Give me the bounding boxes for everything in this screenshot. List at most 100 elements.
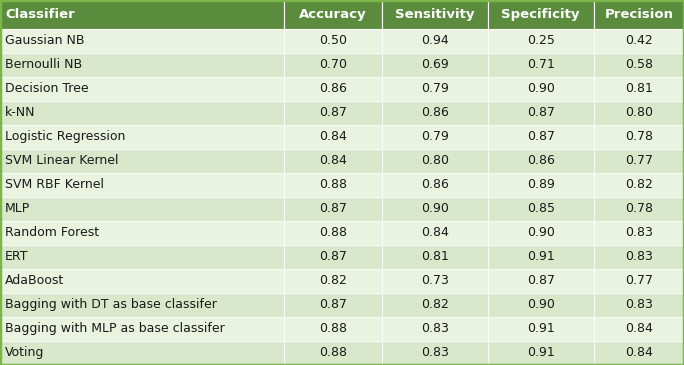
Text: k-NN: k-NN [5, 106, 36, 119]
Text: 0.70: 0.70 [319, 58, 347, 71]
FancyBboxPatch shape [0, 341, 284, 365]
FancyBboxPatch shape [488, 245, 594, 269]
Text: 0.87: 0.87 [319, 106, 347, 119]
Text: Bernoulli NB: Bernoulli NB [5, 58, 82, 71]
Text: 0.87: 0.87 [319, 250, 347, 263]
FancyBboxPatch shape [284, 124, 382, 149]
Text: 0.78: 0.78 [625, 130, 653, 143]
FancyBboxPatch shape [284, 77, 382, 101]
FancyBboxPatch shape [284, 317, 382, 341]
FancyBboxPatch shape [284, 53, 382, 77]
FancyBboxPatch shape [594, 173, 684, 197]
FancyBboxPatch shape [284, 101, 382, 124]
Text: 0.85: 0.85 [527, 202, 555, 215]
Text: MLP: MLP [5, 202, 30, 215]
FancyBboxPatch shape [594, 221, 684, 245]
Text: 0.81: 0.81 [421, 250, 449, 263]
FancyBboxPatch shape [284, 341, 382, 365]
Text: 0.83: 0.83 [421, 346, 449, 360]
FancyBboxPatch shape [0, 197, 284, 221]
Text: SVM Linear Kernel: SVM Linear Kernel [5, 154, 118, 167]
FancyBboxPatch shape [488, 124, 594, 149]
Text: Precision: Precision [605, 8, 673, 21]
Text: 0.88: 0.88 [319, 226, 347, 239]
Text: 0.88: 0.88 [319, 346, 347, 360]
FancyBboxPatch shape [488, 197, 594, 221]
Text: 0.82: 0.82 [319, 274, 347, 287]
FancyBboxPatch shape [382, 221, 488, 245]
FancyBboxPatch shape [382, 293, 488, 317]
FancyBboxPatch shape [488, 28, 594, 53]
Text: 0.90: 0.90 [527, 226, 555, 239]
FancyBboxPatch shape [0, 77, 284, 101]
FancyBboxPatch shape [488, 0, 594, 28]
Text: 0.91: 0.91 [527, 322, 555, 335]
Text: 0.91: 0.91 [527, 346, 555, 360]
Text: SVM RBF Kernel: SVM RBF Kernel [5, 178, 104, 191]
Text: 0.86: 0.86 [527, 154, 555, 167]
Text: 0.89: 0.89 [527, 178, 555, 191]
Text: Sensitivity: Sensitivity [395, 8, 475, 21]
Text: 0.73: 0.73 [421, 274, 449, 287]
Text: Gaussian NB: Gaussian NB [5, 34, 85, 47]
FancyBboxPatch shape [0, 0, 284, 28]
FancyBboxPatch shape [382, 341, 488, 365]
Text: AdaBoost: AdaBoost [5, 274, 64, 287]
Text: 0.87: 0.87 [527, 274, 555, 287]
FancyBboxPatch shape [594, 269, 684, 293]
FancyBboxPatch shape [0, 101, 284, 124]
Text: 0.87: 0.87 [319, 299, 347, 311]
Text: Specificity: Specificity [501, 8, 580, 21]
Text: 0.91: 0.91 [527, 250, 555, 263]
Text: 0.90: 0.90 [421, 202, 449, 215]
FancyBboxPatch shape [594, 197, 684, 221]
Text: 0.83: 0.83 [625, 226, 653, 239]
FancyBboxPatch shape [284, 245, 382, 269]
FancyBboxPatch shape [284, 269, 382, 293]
FancyBboxPatch shape [382, 101, 488, 124]
Text: 0.90: 0.90 [527, 299, 555, 311]
Text: 0.50: 0.50 [319, 34, 347, 47]
FancyBboxPatch shape [0, 293, 284, 317]
FancyBboxPatch shape [284, 28, 382, 53]
Text: 0.94: 0.94 [421, 34, 449, 47]
FancyBboxPatch shape [284, 0, 382, 28]
FancyBboxPatch shape [488, 269, 594, 293]
FancyBboxPatch shape [0, 53, 284, 77]
FancyBboxPatch shape [0, 149, 284, 173]
FancyBboxPatch shape [382, 173, 488, 197]
Text: 0.71: 0.71 [527, 58, 555, 71]
Text: 0.84: 0.84 [319, 130, 347, 143]
FancyBboxPatch shape [594, 124, 684, 149]
FancyBboxPatch shape [0, 317, 284, 341]
Text: 0.77: 0.77 [625, 154, 653, 167]
FancyBboxPatch shape [0, 245, 284, 269]
Text: 0.25: 0.25 [527, 34, 555, 47]
Text: 0.42: 0.42 [625, 34, 653, 47]
FancyBboxPatch shape [382, 77, 488, 101]
FancyBboxPatch shape [382, 269, 488, 293]
Text: 0.84: 0.84 [625, 346, 653, 360]
FancyBboxPatch shape [594, 293, 684, 317]
Text: 0.87: 0.87 [527, 106, 555, 119]
FancyBboxPatch shape [382, 0, 488, 28]
FancyBboxPatch shape [382, 245, 488, 269]
FancyBboxPatch shape [0, 28, 284, 53]
FancyBboxPatch shape [284, 293, 382, 317]
Text: 0.84: 0.84 [421, 226, 449, 239]
FancyBboxPatch shape [594, 53, 684, 77]
Text: 0.79: 0.79 [421, 82, 449, 95]
FancyBboxPatch shape [594, 317, 684, 341]
FancyBboxPatch shape [594, 149, 684, 173]
Text: 0.84: 0.84 [625, 322, 653, 335]
Text: 0.88: 0.88 [319, 322, 347, 335]
Text: 0.83: 0.83 [625, 299, 653, 311]
Text: 0.83: 0.83 [421, 322, 449, 335]
Text: 0.82: 0.82 [421, 299, 449, 311]
FancyBboxPatch shape [488, 317, 594, 341]
FancyBboxPatch shape [488, 221, 594, 245]
Text: 0.87: 0.87 [527, 130, 555, 143]
FancyBboxPatch shape [594, 101, 684, 124]
Text: 0.81: 0.81 [625, 82, 653, 95]
Text: 0.86: 0.86 [421, 178, 449, 191]
